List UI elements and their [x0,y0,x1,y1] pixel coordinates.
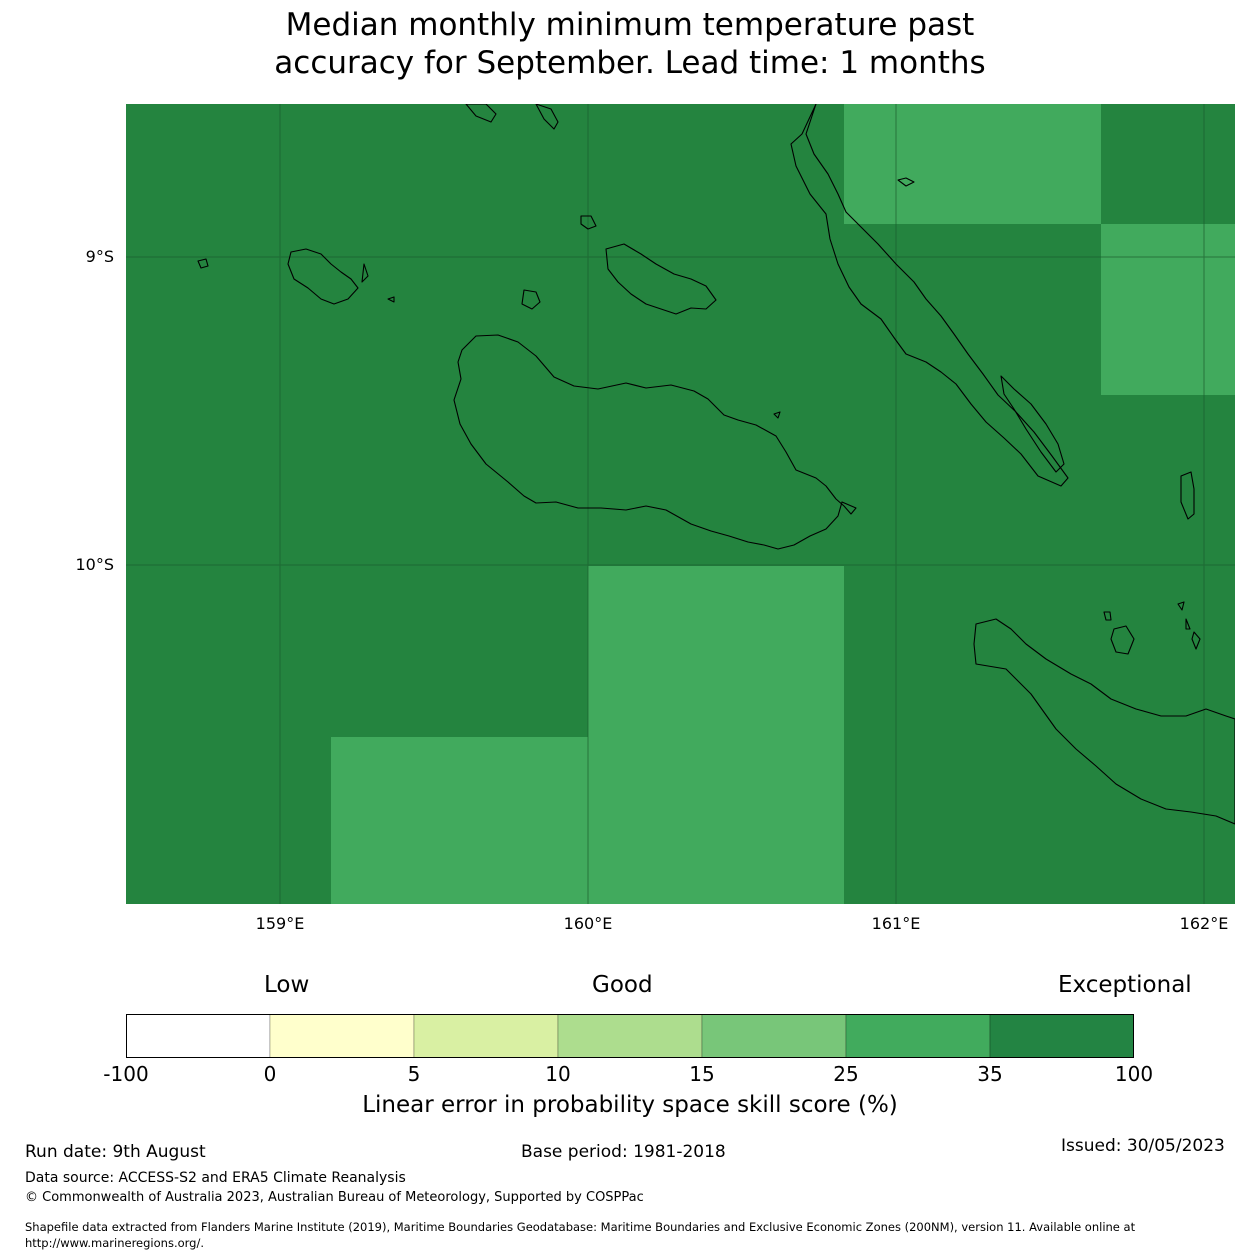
title-line-1: Median monthly minimum temperature past [285,7,975,43]
shapefile-credit-2: http://www.marineregions.org/. [25,1236,204,1250]
colorbar-tick: 35 [977,1062,1003,1086]
skill-cell-good-1 [844,104,1101,224]
coast-isabel-tip [535,104,559,130]
colorbar-segment [269,1014,415,1058]
colorbar-heading-good: Good [592,972,653,998]
coast-islet-c [1103,611,1112,621]
coast-santa-isabel [465,104,497,123]
coast-ulawa [1180,471,1195,520]
coast-islet-f [1191,631,1201,650]
lon-label-162e: 162°E [1179,914,1229,933]
coast-islet-d [1177,601,1185,611]
colorbar-heading-low: Low [264,972,310,998]
skill-cell-good-4 [331,737,588,904]
lon-label-161e: 161°E [871,914,921,933]
coast-islet-i [897,177,915,187]
coast-ugi [1110,625,1135,655]
colorbar-segment [557,1014,703,1058]
coast-islet-g [580,215,597,230]
colorbar-tick: 0 [263,1062,277,1086]
coast-makira [973,618,1235,825]
colorbar-tick: 10 [545,1062,571,1086]
copyright: © Commonwealth of Australia 2023, Austra… [25,1190,644,1205]
data-source: Data source: ACCESS-S2 and ERA5 Climate … [25,1170,406,1186]
coast-islet-west [197,258,209,269]
skill-cell-good-2 [1101,224,1235,395]
coast-guadalcanal [453,334,857,550]
colorbar [126,1014,1134,1058]
chart-title: Median monthly minimum temperature past … [0,6,1260,82]
colorbar-title: Linear error in probability space skill … [362,1092,898,1118]
lat-label-10s: 10°S [75,555,114,574]
coast-islet-h [773,411,781,419]
skill-cell-good-3 [588,566,844,904]
issued-date: Issued: 30/05/2023 [1061,1136,1225,1156]
coast-florida-islands [605,243,717,315]
coast-islet-b [387,296,395,303]
colorbar-tick: 100 [1114,1062,1154,1086]
coastlines [197,104,1235,825]
coast-russell-islands [287,248,359,305]
colorbar-tick: 5 [407,1062,421,1086]
colorbar-heading-exceptional: Exceptional [1058,972,1192,998]
base-period: Base period: 1981-2018 [521,1142,726,1162]
colorbar-segment [413,1014,559,1058]
coast-islet-e [1185,618,1191,630]
coast-malaita [790,104,1069,487]
colorbar-tick: 15 [689,1062,715,1086]
map-svg [126,104,1235,904]
colorbar-segment [126,1014,271,1058]
lon-label-159e: 159°E [255,914,305,933]
colorbar-tick: 25 [833,1062,859,1086]
colorbar-segment [845,1014,991,1058]
colorbar-segment [701,1014,847,1058]
skill-map [126,104,1235,904]
lon-label-160e: 160°E [563,914,613,933]
graticule [126,104,1235,904]
shapefile-credit-1: Shapefile data extracted from Flanders M… [25,1220,1136,1234]
title-line-2: accuracy for September. Lead time: 1 mon… [274,45,986,81]
colorbar-tick: -100 [103,1062,149,1086]
coast-savo [521,289,541,310]
colorbar-segment [989,1014,1134,1058]
coast-small-malaita [1000,375,1065,473]
coast-islet-a [361,263,369,283]
run-date: Run date: 9th August [25,1142,206,1162]
lat-label-9s: 9°S [85,247,114,266]
